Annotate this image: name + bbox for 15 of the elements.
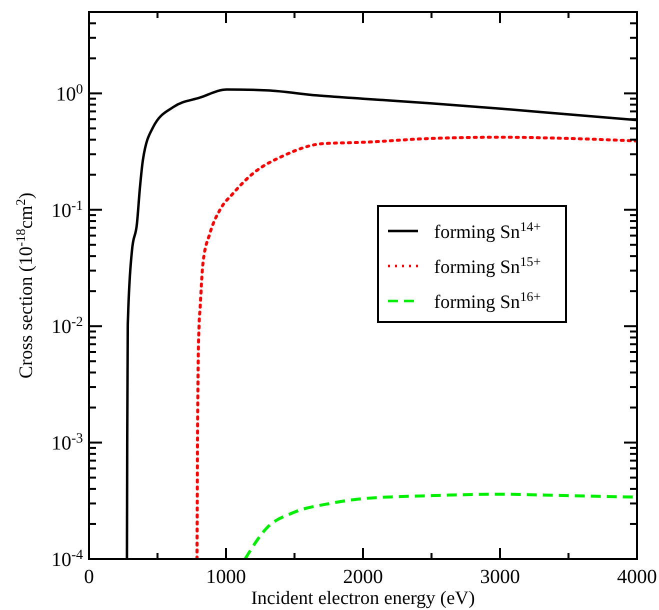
y-tick-label: 10$^{-3}$ bbox=[51, 431, 83, 455]
x-tick-label: 1000 bbox=[206, 566, 246, 588]
x-tick-label: 2000 bbox=[343, 566, 383, 588]
legend-label: forming Sn$^{16+}$ bbox=[434, 288, 541, 313]
x-axis-title: Incident electron energy (eV) bbox=[251, 588, 475, 609]
x-tick-label: 3000 bbox=[480, 566, 520, 588]
y-tick-label: 10$^{0}$ bbox=[56, 82, 83, 106]
y-tick-label: 10$^{-1}$ bbox=[51, 198, 83, 222]
y-tick-label: 10$^{-4}$ bbox=[51, 548, 83, 571]
x-tick-label: 4000 bbox=[617, 566, 657, 588]
legend-label: forming Sn$^{15+}$ bbox=[434, 254, 541, 278]
legend-label: forming Sn$^{14+}$ bbox=[434, 218, 541, 243]
line-series bbox=[195, 136, 637, 559]
x-tick-label: 0 bbox=[84, 566, 94, 588]
y-tick-label: 10$^{-2}$ bbox=[51, 314, 83, 338]
